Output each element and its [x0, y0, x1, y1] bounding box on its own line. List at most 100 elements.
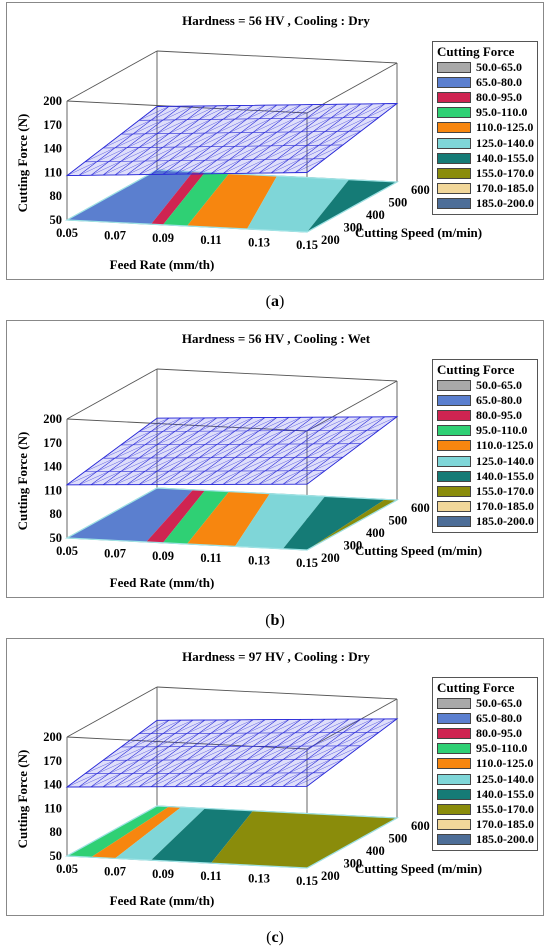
y-tick-label: 500: [389, 514, 408, 528]
legend-entry: 170.0-185.0: [437, 816, 534, 832]
floor-band-110.0-125.0: [187, 491, 270, 547]
legend-label: 125.0-140.0: [476, 135, 534, 150]
y-axis-label: Cutting Speed (m/min): [355, 543, 482, 558]
legend-swatch: [437, 122, 471, 134]
legend-label: 50.0-65.0: [476, 696, 522, 711]
x-tick-label: 0.07: [104, 864, 126, 878]
floor-contour: [64, 487, 400, 551]
legend-swatch: [437, 833, 471, 845]
x-tick-label: 0.05: [56, 862, 78, 876]
legend-entry: 170.0-185.0: [437, 498, 534, 514]
floor-band-125.0-140.0: [235, 493, 325, 549]
y-tick-label: 200: [321, 551, 340, 565]
legend-swatch: [437, 425, 471, 437]
x-tick-label: 0.09: [152, 549, 174, 563]
panel-caption: (a): [265, 293, 285, 310]
legend-entry: 50.0-65.0: [437, 378, 533, 393]
legend-label: 170.0-185.0: [476, 816, 534, 831]
legend: Cutting Force 50.0-65.0 65.0-80.0 80.0-95.0…: [432, 41, 538, 215]
z-tick-label: 170: [43, 436, 62, 450]
legend-swatch: [437, 107, 471, 119]
z-tick-label: 50: [50, 849, 63, 863]
floor-band-65.0-80.0: [67, 170, 193, 225]
x-tick-label: 0.07: [104, 546, 126, 560]
chart-title: Hardness = 97 HV , Cooling : Dry: [182, 649, 370, 664]
floor-band-125.0-140.0: [115, 807, 205, 861]
z-tick-label: 80: [50, 825, 63, 839]
legend-label: 125.0-140.0: [476, 771, 534, 786]
legend-label: 170.0-185.0: [476, 498, 534, 513]
legend-entry: 110.0-125.0: [437, 438, 533, 453]
floor-band-95.0-110.0: [67, 806, 169, 858]
legend-swatch: [437, 197, 471, 209]
x-tick-label: 0.11: [200, 551, 221, 565]
legend-swatch: [437, 500, 471, 512]
legend-swatch: [437, 803, 471, 815]
x-axis-label: Feed Rate (mm/th): [110, 575, 215, 590]
y-axis-label: Cutting Speed (m/min): [355, 861, 482, 876]
z-tick-label: 50: [50, 213, 63, 227]
legend-label: 155.0-170.0: [476, 483, 534, 498]
legend-swatch: [437, 773, 471, 785]
legend-label: 185.0-200.0: [476, 195, 534, 210]
legend-label: 95.0-110.0: [476, 741, 528, 756]
z-tick-label: 200: [43, 94, 62, 108]
y-tick-label: 500: [389, 196, 408, 210]
x-tick-label: 0.11: [200, 869, 221, 883]
force-surface-mesh: [65, 416, 399, 486]
legend-label: 80.0-95.0: [476, 726, 522, 741]
x-tick-label: 0.15: [296, 556, 318, 570]
floor-contour: [64, 169, 400, 233]
floor-band-95.0-110.0: [163, 172, 229, 226]
legend-entry: 110.0-125.0: [437, 120, 533, 135]
y-tick-label: 600: [411, 819, 430, 833]
legend-swatch: [437, 470, 471, 482]
z-axis-label: Cutting Force (N): [15, 750, 30, 849]
legend-entry: 80.0-95.0: [437, 90, 533, 105]
chart-panel-a: Hardness = 56 HV , Cooling : Dry 0.05 0.07…: [6, 2, 544, 280]
legend-label: 140.0-155.0: [476, 150, 534, 165]
legend-entry: 140.0-155.0: [437, 150, 534, 166]
legend-entry: 95.0-110.0: [437, 423, 533, 438]
floor-band-155.0-170.0: [211, 810, 397, 868]
y-tick-label: 300: [344, 857, 363, 871]
legend-label: 80.0-95.0: [476, 408, 522, 423]
legend-entry: 80.0-95.0: [437, 726, 533, 741]
floor-band-125.0-140.0: [247, 176, 349, 232]
legend-label: 50.0-65.0: [476, 60, 522, 75]
x-tick-label: 0.13: [248, 872, 270, 886]
legend: Cutting Force 50.0-65.0 65.0-80.0 80.0-95.0…: [432, 359, 538, 533]
legend-label: 185.0-200.0: [476, 513, 534, 528]
legend-label: 155.0-170.0: [476, 801, 534, 816]
legend-title: Cutting Force: [437, 362, 515, 377]
legend-swatch: [437, 395, 471, 407]
y-tick-label: 300: [344, 221, 363, 235]
legend: Cutting Force 50.0-65.0 65.0-80.0 80.0-95.0…: [432, 677, 538, 851]
legend-entry: 50.0-65.0: [437, 696, 533, 711]
y-tick-label: 600: [411, 183, 430, 197]
legend-entry: 140.0-155.0: [437, 469, 534, 484]
legend-label: 110.0-125.0: [476, 438, 534, 453]
y-axis-label: Cutting Speed (m/min): [355, 225, 482, 240]
x-axis-label: Feed Rate (mm/th): [110, 257, 215, 272]
legend-swatch: [437, 455, 471, 467]
z-tick-label: 140: [43, 460, 62, 474]
legend-entry: 125.0-140.0: [437, 135, 534, 150]
legend-swatch: [437, 380, 471, 392]
x-axis-label: Feed Rate (mm/th): [110, 893, 215, 908]
z-tick-label: 200: [43, 412, 62, 426]
legend-label: 155.0-170.0: [476, 165, 534, 180]
z-tick-label: 170: [43, 118, 62, 132]
legend-swatch: [437, 758, 471, 770]
legend-entry: 155.0-170.0: [437, 165, 534, 181]
legend-label: 65.0-80.0: [476, 393, 522, 408]
x-tick-label: 0.05: [56, 544, 78, 558]
chart-title: Hardness = 56 HV , Cooling : Wet: [181, 331, 371, 346]
floor-band-80.0-95.0: [146, 489, 205, 543]
legend-swatch: [437, 698, 471, 710]
chart-panel-c: Hardness = 97 HV , Cooling : Dry 0.05 0.07…: [6, 638, 544, 916]
legend-swatch: [437, 728, 471, 740]
legend-label: 65.0-80.0: [476, 75, 522, 90]
legend-entry: 65.0-80.0: [437, 75, 533, 90]
legend-label: 110.0-125.0: [476, 120, 534, 135]
